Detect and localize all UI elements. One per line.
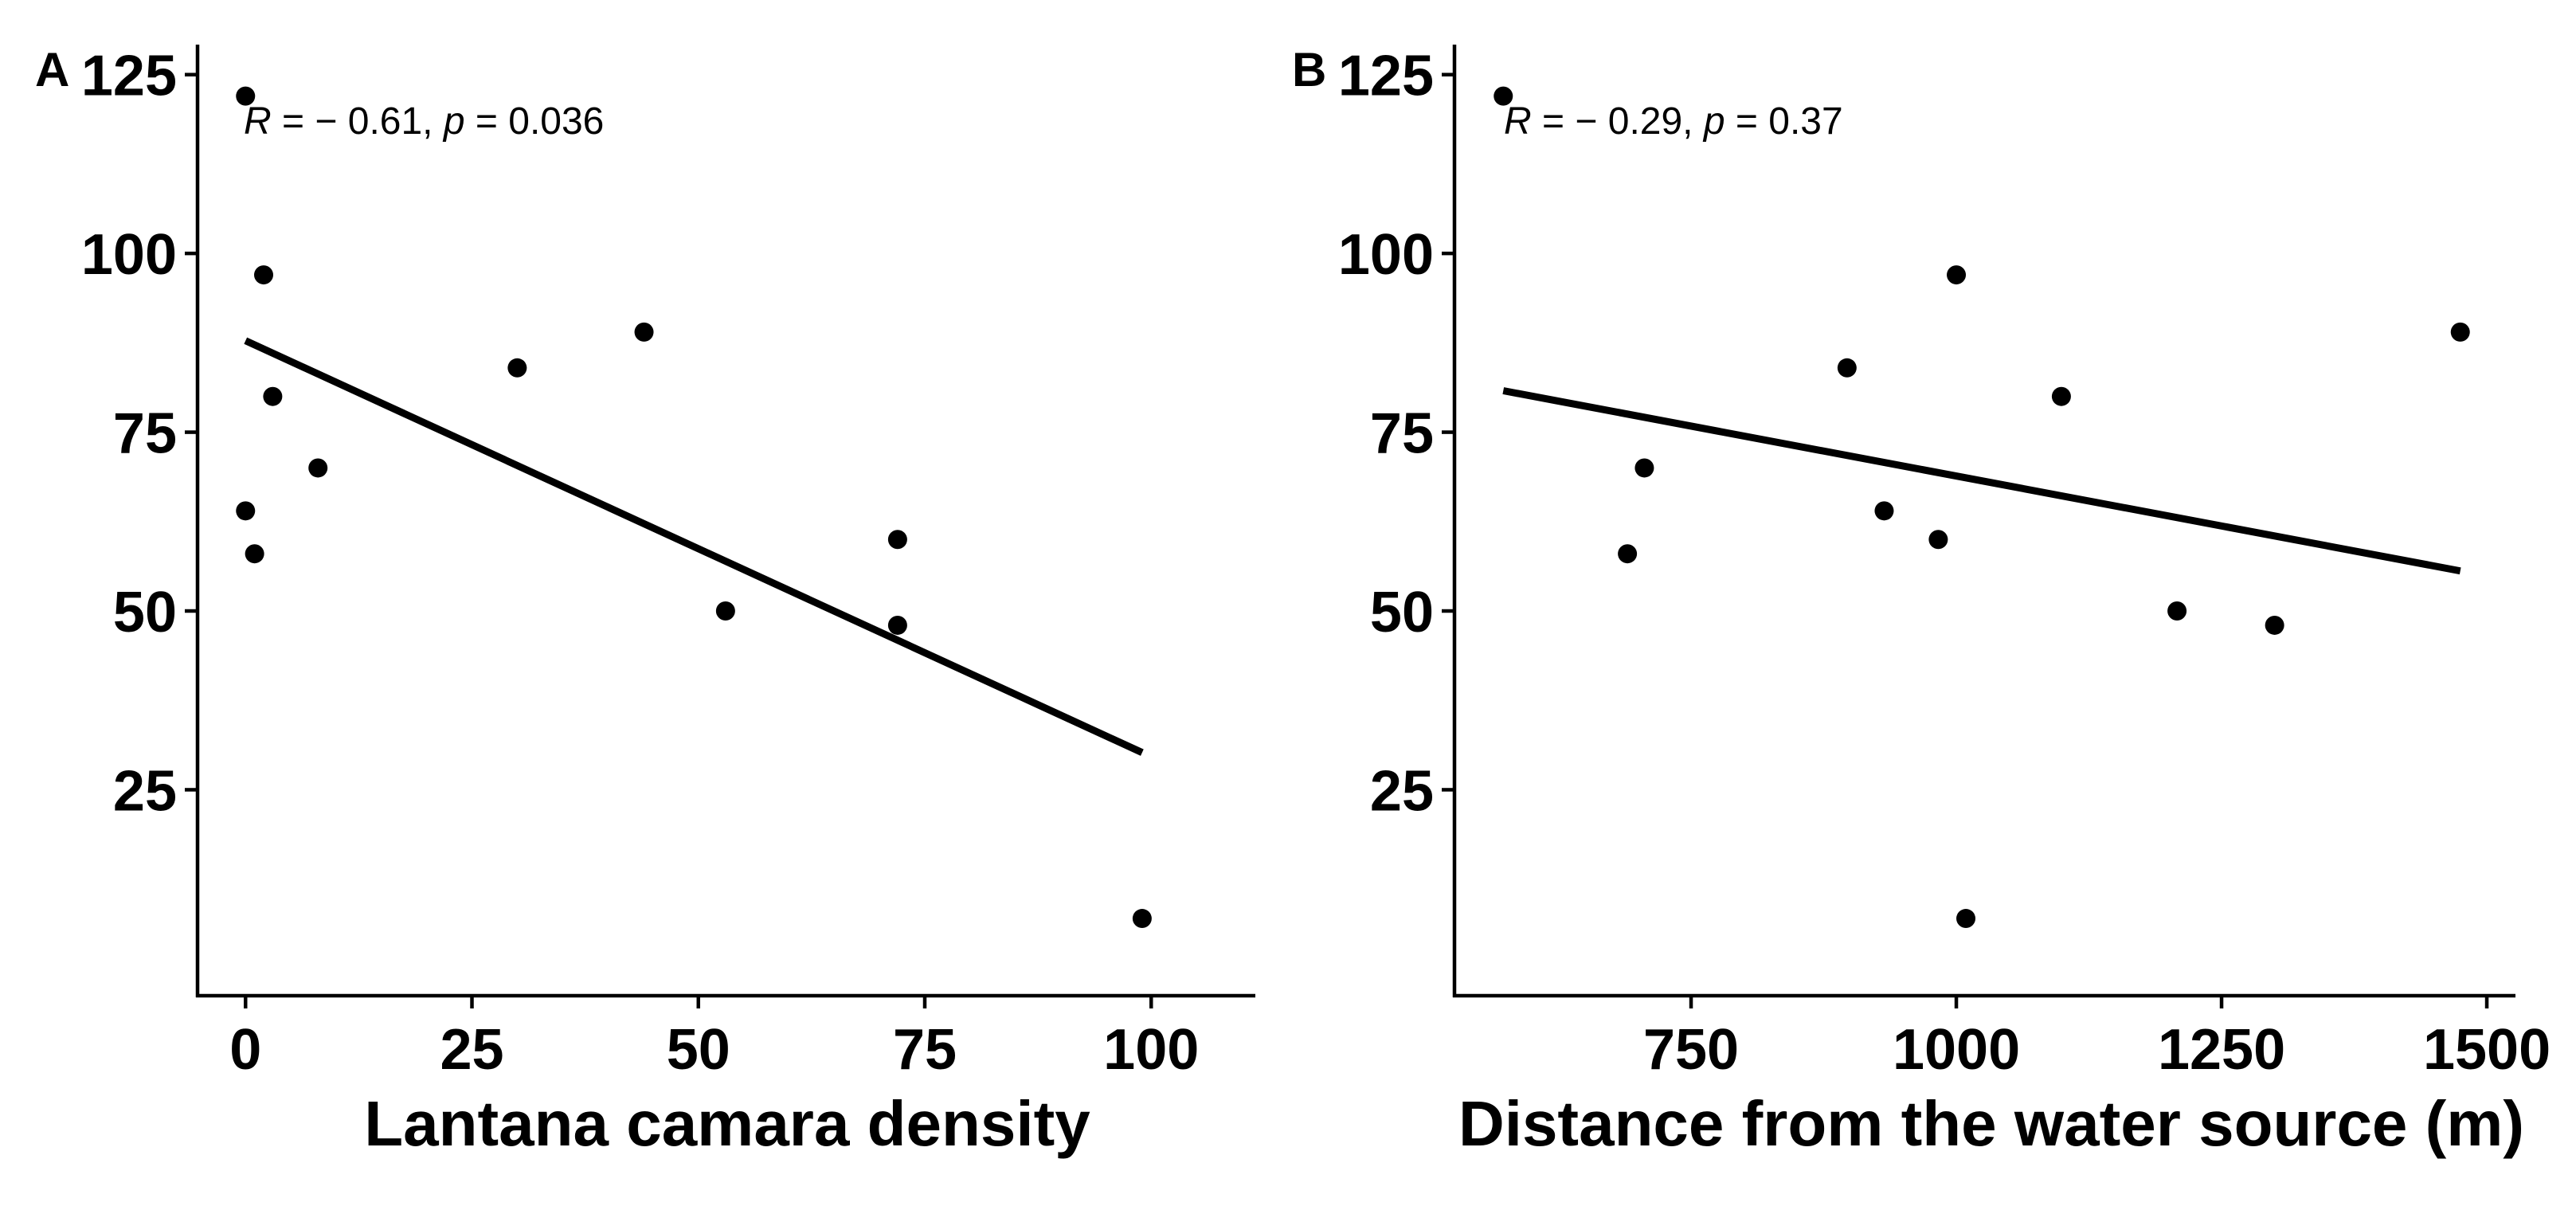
panel-a-y-tick-label: 125 xyxy=(81,45,177,108)
panel-a-data-point xyxy=(887,615,907,635)
panel-a-data-point xyxy=(236,86,256,106)
panel-a-x-tick-label: 100 xyxy=(1103,1018,1199,1082)
panel-b-y-tick-label: 100 xyxy=(1338,223,1434,287)
panel-b-data-point xyxy=(1956,909,1976,929)
panel-a-data-point xyxy=(245,544,264,564)
panel-b-x-tick-label: 1500 xyxy=(2423,1018,2551,1082)
panel-b: B 25 50 75 100 125 750 1000 1250 1500 R = − 0.29… xyxy=(1292,43,2551,1159)
panel-b-plot-area: 25 50 75 100 125 750 1000 1250 1500 xyxy=(1338,45,2551,1082)
panel-a-plot-area: 25 50 75 100 125 0 25 50 75 100 xyxy=(81,45,1255,1082)
panel-a-regression-line xyxy=(244,337,1144,756)
panel-a-label: A xyxy=(35,43,69,96)
panel-b-data-point xyxy=(2265,615,2284,635)
panel-a-x-tick-label: 25 xyxy=(440,1018,503,1082)
panel-a-data-point xyxy=(254,265,273,285)
panel-b-y-tick-label: 125 xyxy=(1338,45,1434,108)
panel-b-y-tick-label: 25 xyxy=(1370,759,1434,823)
panel-a-r-value: = − 0.61, xyxy=(272,100,444,143)
panel-a: A 25 50 75 100 125 0 25 50 75 100 R = − 0.61, p =… xyxy=(35,43,1255,1159)
panel-a-data-point xyxy=(308,458,328,478)
panel-a-p-value: = 0.036 xyxy=(465,100,605,143)
panel-b-r-symbol: R xyxy=(1504,100,1532,143)
panel-a-data-point xyxy=(507,358,527,378)
panel-a-y-tick-label: 75 xyxy=(113,402,177,466)
panel-b-data-point xyxy=(1494,86,1513,106)
panel-b-data-point xyxy=(2450,322,2470,342)
panel-b-x-tick-label: 750 xyxy=(1643,1018,1739,1082)
panel-b-y-tick-label: 50 xyxy=(1370,581,1434,644)
panel-a-data-point xyxy=(1132,909,1152,929)
panel-b-x-axis-title: Distance from the water source (m) xyxy=(1458,1088,2524,1159)
panel-a-x-tick-label: 50 xyxy=(667,1018,730,1082)
panel-a-p-symbol: p xyxy=(442,100,465,143)
panel-a-data-point xyxy=(715,601,735,621)
panel-a-x-tick-label: 0 xyxy=(229,1018,261,1082)
panel-b-data-point xyxy=(2051,386,2071,406)
panel-a-x-axis-title: Lantana camara density xyxy=(364,1088,1090,1159)
panel-b-data-point xyxy=(1928,530,1948,550)
panel-b-data-point xyxy=(1837,358,1857,378)
panel-a-data-point xyxy=(236,501,256,521)
panel-b-r-value: = − 0.29, xyxy=(1532,100,1704,143)
panel-b-data-point xyxy=(1634,458,1654,478)
panel-a-r-symbol: R xyxy=(244,100,272,143)
panel-a-y-tick-label: 50 xyxy=(113,581,177,644)
panel-a-data-point xyxy=(887,530,907,550)
panel-a-y-tick-label: 25 xyxy=(113,759,177,823)
panel-b-data-point xyxy=(1947,265,1967,285)
panel-b-stats-annotation: R = − 0.29, p = 0.37 xyxy=(1504,100,1843,143)
panel-b-p-value: = 0.37 xyxy=(1725,100,1843,143)
panel-a-data-point xyxy=(634,322,654,342)
panel-b-x-tick-label: 1250 xyxy=(2158,1018,2285,1082)
panel-a-y-tick-label: 100 xyxy=(81,223,177,287)
panel-a-x-tick-label: 75 xyxy=(893,1018,957,1082)
panel-b-p-symbol: p xyxy=(1702,100,1725,143)
panel-a-stats-annotation: R = − 0.61, p = 0.036 xyxy=(244,100,604,143)
panel-b-y-tick-label: 75 xyxy=(1370,402,1434,466)
panel-b-regression-line xyxy=(1502,387,2461,575)
panel-b-data-point xyxy=(1618,544,1638,564)
panel-b-x-tick-label: 1000 xyxy=(1893,1018,2020,1082)
panel-b-data-point xyxy=(1874,501,1894,521)
panel-b-data-point xyxy=(2167,601,2187,621)
panel-a-data-point xyxy=(263,386,283,406)
panel-b-label: B xyxy=(1292,43,1326,96)
